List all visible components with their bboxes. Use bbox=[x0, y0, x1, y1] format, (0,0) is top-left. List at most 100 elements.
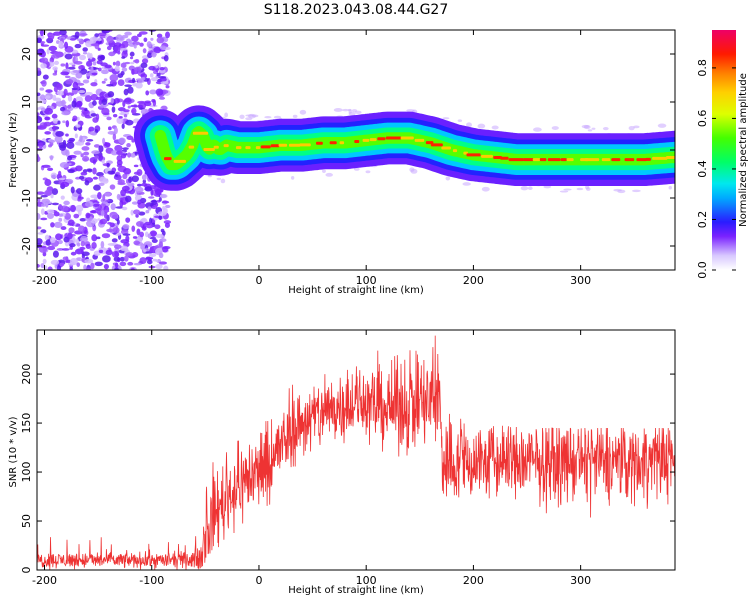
ridge-peak bbox=[329, 141, 337, 145]
colorbar-label: Normalized spectral amplitude bbox=[738, 73, 749, 227]
noise-speckle bbox=[50, 193, 54, 199]
noise-speckle bbox=[158, 252, 164, 259]
noise-speckle bbox=[112, 61, 116, 66]
noise-speckle bbox=[161, 200, 170, 204]
noise-speckle bbox=[50, 259, 60, 265]
noise-speckle bbox=[65, 149, 70, 157]
ridge-peak bbox=[192, 131, 209, 135]
noise-speckle bbox=[56, 83, 62, 89]
noise-speckle bbox=[52, 118, 59, 124]
noise-speckle bbox=[136, 168, 143, 176]
noise-speckle bbox=[165, 85, 170, 89]
noise-speckle bbox=[121, 34, 129, 39]
noise-speckle bbox=[150, 231, 156, 237]
noise-speckle bbox=[125, 119, 134, 126]
x-tick-label: 300 bbox=[570, 274, 591, 287]
noise-speckle bbox=[121, 206, 128, 211]
noise-speckle bbox=[164, 222, 170, 228]
noise-speckle bbox=[50, 222, 55, 228]
noise-speckle bbox=[43, 121, 52, 127]
noise-speckle bbox=[81, 251, 90, 257]
noise-speckle bbox=[41, 198, 50, 204]
noise-speckle bbox=[54, 97, 62, 102]
noise-speckle bbox=[64, 53, 73, 60]
ridge-peak bbox=[566, 158, 574, 162]
colorbar-tick-label: 0.6 bbox=[696, 110, 709, 128]
noise-speckle bbox=[123, 167, 132, 175]
noise-speckle bbox=[54, 135, 63, 143]
noise-speckle bbox=[67, 155, 73, 161]
noise-speckle bbox=[67, 94, 73, 102]
noise-speckle bbox=[85, 212, 91, 219]
x-tick-label: -200 bbox=[32, 274, 57, 287]
noise-speckle bbox=[137, 183, 142, 187]
ridge-peak bbox=[493, 156, 503, 160]
noise-speckle bbox=[75, 204, 84, 213]
snr-plot-area bbox=[37, 335, 675, 570]
noise-speckle bbox=[90, 113, 97, 117]
faint-speckle bbox=[264, 115, 272, 119]
noise-speckle bbox=[51, 202, 59, 206]
noise-speckle bbox=[147, 233, 152, 239]
noise-speckle bbox=[150, 77, 159, 82]
noise-speckle bbox=[37, 226, 42, 230]
noise-speckle bbox=[120, 153, 127, 159]
faint-speckle bbox=[325, 172, 333, 177]
noise-speckle bbox=[69, 258, 78, 266]
noise-speckle bbox=[117, 73, 124, 78]
noise-speckle bbox=[129, 56, 134, 60]
noise-speckle bbox=[144, 221, 152, 226]
noise-speckle bbox=[128, 176, 132, 184]
noise-speckle bbox=[140, 62, 148, 69]
noise-speckle bbox=[122, 224, 130, 230]
noise-speckle bbox=[44, 131, 52, 135]
noise-speckle bbox=[45, 189, 52, 196]
noise-speckle bbox=[98, 182, 105, 187]
noise-speckle bbox=[129, 51, 135, 57]
noise-speckle bbox=[52, 72, 58, 76]
faint-speckle bbox=[245, 117, 253, 121]
colorbar: 0.0 0.2 0.4 0.6 0.8 Normalized spectral ampl… bbox=[696, 30, 749, 279]
ridge-peak bbox=[481, 154, 493, 158]
noise-speckle bbox=[121, 67, 128, 72]
noise-speckle bbox=[102, 178, 109, 184]
faint-speckle bbox=[533, 127, 542, 132]
noise-speckle bbox=[68, 227, 75, 234]
noise-speckle bbox=[151, 51, 157, 58]
noise-speckle bbox=[162, 206, 166, 211]
noise-speckle bbox=[91, 150, 100, 155]
noise-speckle bbox=[146, 52, 153, 59]
noise-speckle bbox=[78, 107, 86, 110]
colorbar-tick-label: 0.8 bbox=[696, 59, 709, 77]
noise-speckle bbox=[51, 174, 56, 179]
noise-speckle bbox=[117, 182, 126, 186]
faint-speckle bbox=[353, 167, 360, 171]
noise-speckle bbox=[37, 107, 42, 111]
noise-speckle bbox=[141, 58, 149, 64]
noise-speckle bbox=[158, 75, 167, 79]
noise-speckle bbox=[161, 246, 169, 253]
noise-speckle bbox=[151, 199, 158, 205]
noise-speckle bbox=[101, 233, 111, 239]
faint-speckle bbox=[591, 127, 596, 130]
noise-speckle bbox=[76, 100, 83, 107]
noise-speckle bbox=[53, 51, 61, 59]
noise-speckle bbox=[56, 90, 65, 96]
noise-speckle bbox=[58, 217, 63, 222]
faint-speckle bbox=[477, 123, 486, 129]
noise-speckle bbox=[87, 169, 93, 173]
ridge-peak bbox=[414, 138, 425, 142]
ridge-peak bbox=[173, 159, 186, 163]
noise-speckle bbox=[83, 109, 91, 117]
noise-speckle bbox=[63, 88, 68, 96]
noise-speckle bbox=[101, 69, 109, 75]
noise-speckle bbox=[72, 70, 80, 73]
noise-speckle bbox=[116, 159, 123, 166]
noise-speckle bbox=[47, 245, 56, 251]
noise-speckle bbox=[92, 61, 97, 66]
noise-speckle bbox=[131, 35, 139, 42]
noise-speckle bbox=[139, 231, 145, 238]
noise-speckle bbox=[85, 72, 91, 77]
y-tick-label: -10 bbox=[20, 189, 33, 207]
faint-speckle bbox=[613, 188, 622, 192]
